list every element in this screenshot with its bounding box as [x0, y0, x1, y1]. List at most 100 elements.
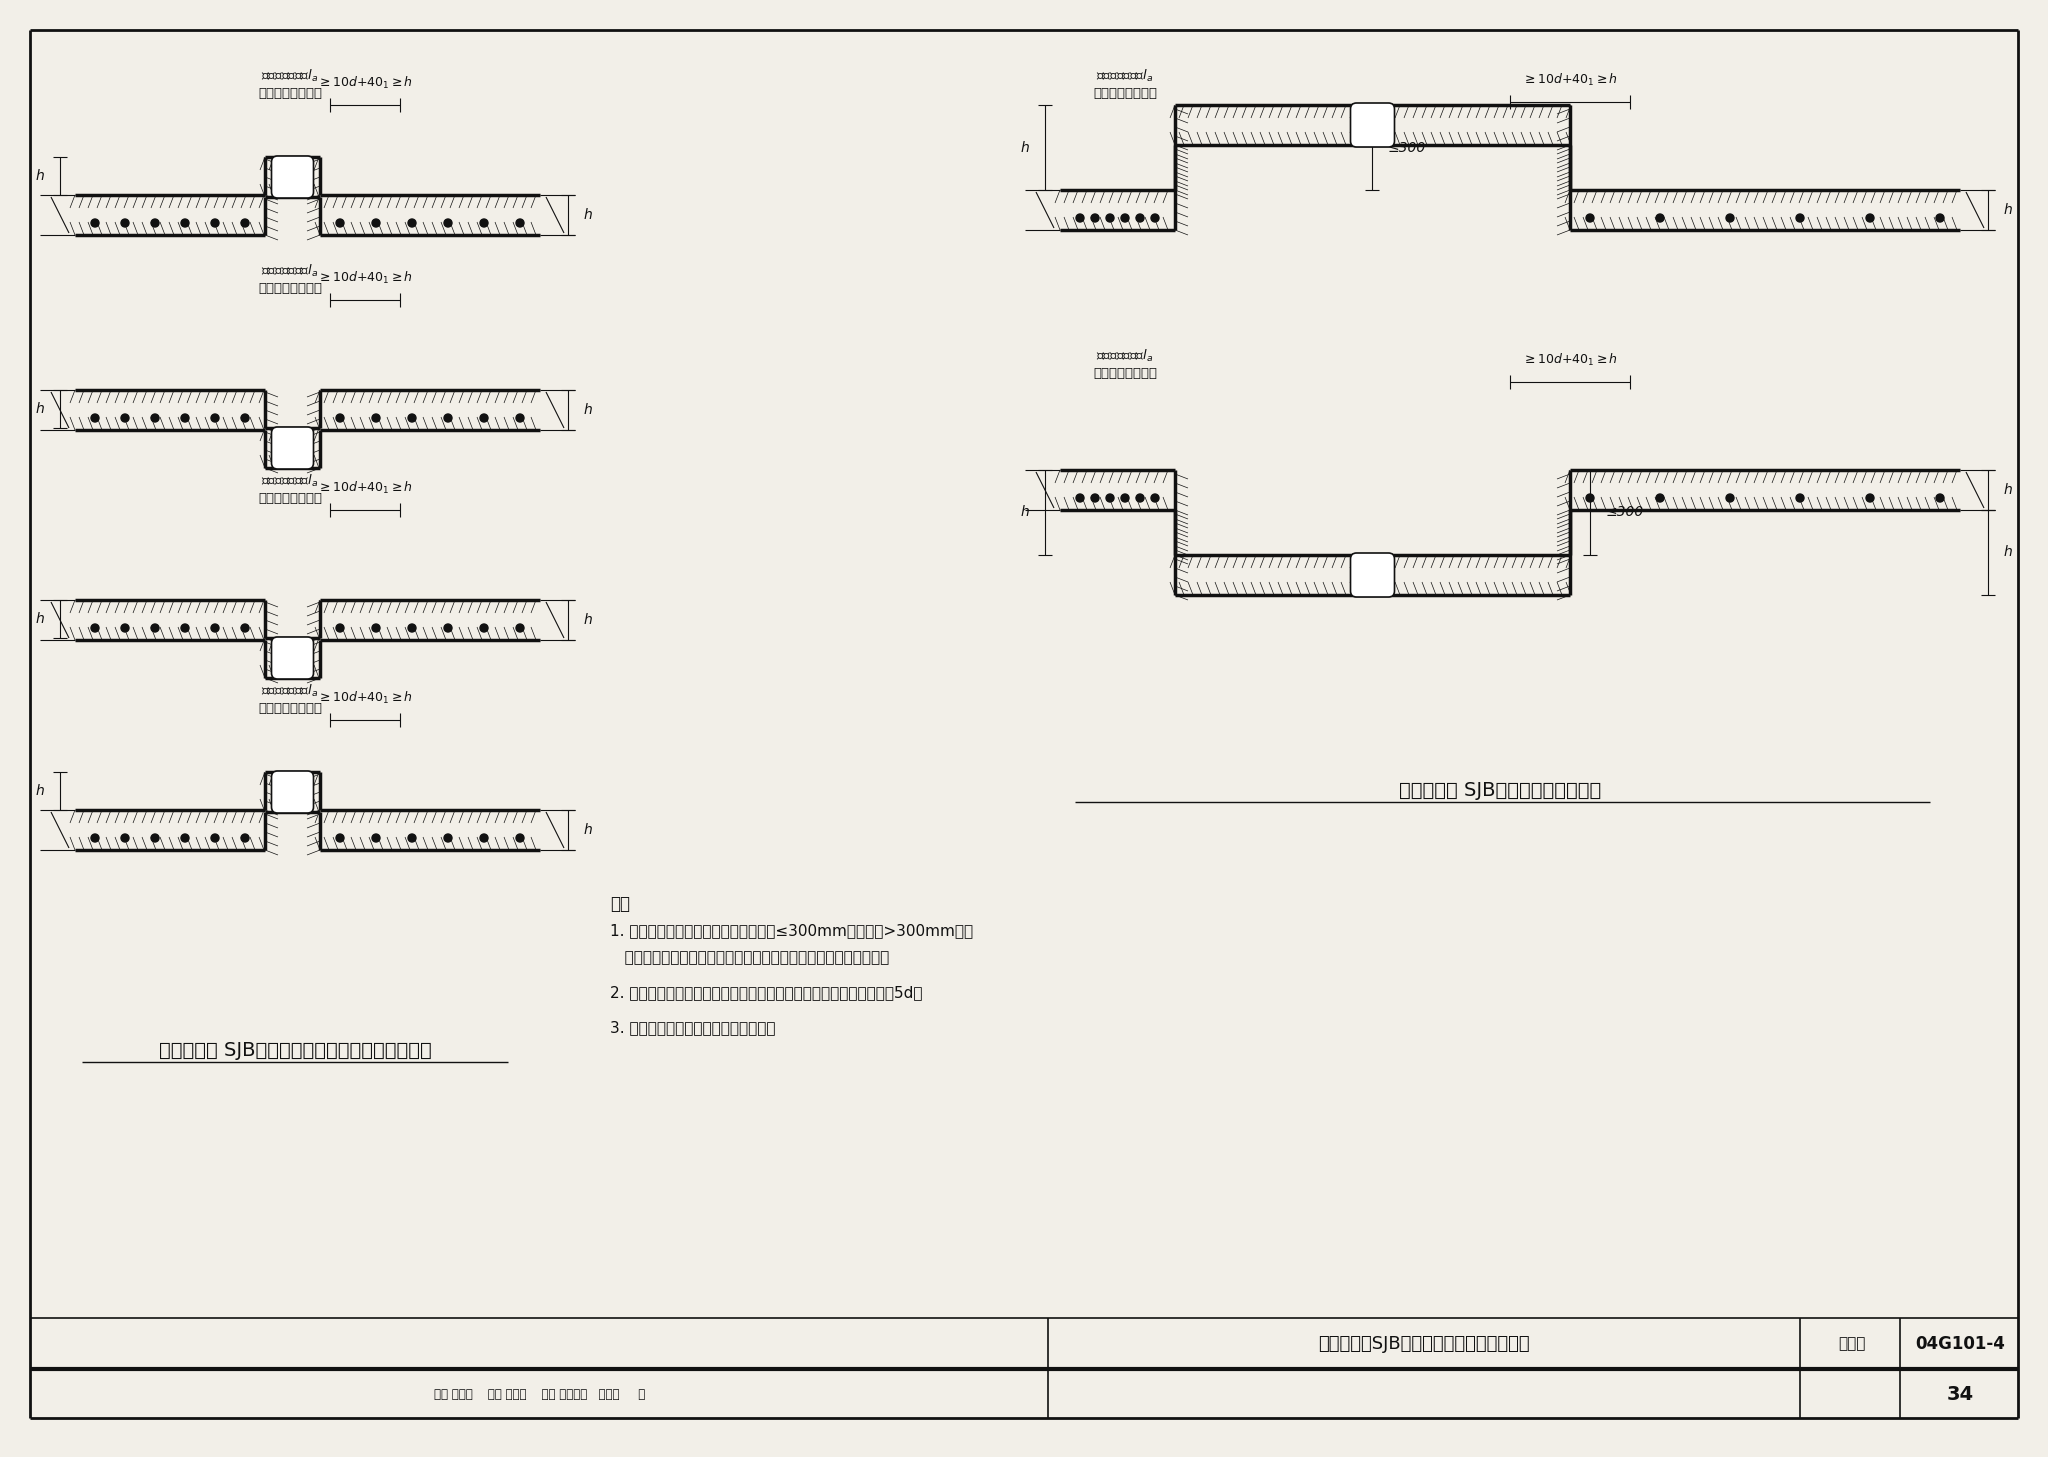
Circle shape: [121, 414, 129, 423]
Text: ≤300: ≤300: [1389, 140, 1425, 154]
Text: 34: 34: [1946, 1384, 1974, 1403]
Circle shape: [1796, 214, 1804, 221]
Circle shape: [336, 219, 344, 227]
Circle shape: [1092, 494, 1100, 503]
Text: h: h: [1020, 506, 1028, 520]
Circle shape: [373, 624, 381, 632]
Text: $\geq$10$d$+40$_1$$\geq h$: $\geq$10$d$+40$_1$$\geq h$: [1522, 71, 1618, 87]
Text: 局部升降板 SJB构造三（板中升降幅度小于板厚）: 局部升降板 SJB构造三（板中升降幅度小于板厚）: [158, 1040, 432, 1059]
Circle shape: [121, 833, 129, 842]
Text: 同板下部同向配筋: 同板下部同向配筋: [258, 702, 322, 715]
Circle shape: [242, 219, 250, 227]
Circle shape: [1151, 494, 1159, 503]
Text: h: h: [584, 404, 592, 417]
Text: h: h: [35, 612, 43, 627]
Circle shape: [90, 414, 98, 423]
Circle shape: [1120, 494, 1128, 503]
Circle shape: [1935, 494, 1944, 503]
Text: 同板下部同向配筋: 同板下部同向配筋: [1094, 87, 1157, 101]
Circle shape: [479, 219, 487, 227]
Text: 设计应补充截面配筋图（或采用标准构造详图变更表）进行变更。: 设计应补充截面配筋图（或采用标准构造详图变更表）进行变更。: [610, 950, 889, 965]
Text: $\geq$10$d$+40$_1$$\geq h$: $\geq$10$d$+40$_1$$\geq h$: [1522, 353, 1618, 369]
Circle shape: [90, 624, 98, 632]
Circle shape: [1935, 214, 1944, 221]
Text: 两端锚固长度为$l_a$: 两端锚固长度为$l_a$: [262, 474, 319, 490]
Circle shape: [408, 624, 416, 632]
FancyBboxPatch shape: [272, 771, 313, 813]
Text: 图集号: 图集号: [1839, 1336, 1866, 1352]
Circle shape: [1120, 214, 1128, 221]
Text: 两端锚固长度为$l_a$: 两端锚固长度为$l_a$: [262, 262, 319, 278]
Circle shape: [211, 414, 219, 423]
Text: 同板下部同向配筋: 同板下部同向配筋: [258, 283, 322, 294]
Text: 局部升降板SJB构造三（仅配置下部钢筋）: 局部升降板SJB构造三（仅配置下部钢筋）: [1319, 1335, 1530, 1354]
Circle shape: [180, 833, 188, 842]
Circle shape: [516, 219, 524, 227]
FancyBboxPatch shape: [1350, 103, 1395, 147]
Circle shape: [90, 833, 98, 842]
Circle shape: [152, 624, 160, 632]
Circle shape: [336, 833, 344, 842]
Text: $\geq$10$d$+40$_1$$\geq h$: $\geq$10$d$+40$_1$$\geq h$: [317, 691, 414, 707]
Circle shape: [242, 624, 250, 632]
Circle shape: [121, 624, 129, 632]
Circle shape: [1106, 494, 1114, 503]
Text: h: h: [584, 208, 592, 221]
Circle shape: [1151, 214, 1159, 221]
Text: 同板下部同向配筋: 同板下部同向配筋: [1094, 367, 1157, 380]
Circle shape: [444, 219, 453, 227]
Circle shape: [152, 833, 160, 842]
Circle shape: [408, 833, 416, 842]
Circle shape: [1075, 494, 1083, 503]
Circle shape: [516, 624, 524, 632]
Text: h: h: [1020, 140, 1028, 154]
Circle shape: [1075, 214, 1083, 221]
Circle shape: [336, 624, 344, 632]
Text: ≤300: ≤300: [1606, 506, 1645, 520]
Circle shape: [1726, 214, 1735, 221]
Text: 两端锚固长度为$l_a$: 两端锚固长度为$l_a$: [1096, 348, 1153, 364]
Circle shape: [211, 833, 219, 842]
Text: 注：: 注：: [610, 895, 631, 914]
Circle shape: [180, 414, 188, 423]
Text: h: h: [584, 613, 592, 627]
Circle shape: [1106, 214, 1114, 221]
Text: h: h: [35, 169, 43, 184]
Circle shape: [1657, 214, 1663, 221]
Text: h: h: [35, 402, 43, 417]
Text: h: h: [2005, 203, 2013, 217]
Circle shape: [408, 219, 416, 227]
Text: $\geq$10$d$+40$_1$$\geq h$: $\geq$10$d$+40$_1$$\geq h$: [317, 479, 414, 495]
Circle shape: [180, 624, 188, 632]
Text: 局部升降板 SJB构造三（板中升降）: 局部升降板 SJB构造三（板中升降）: [1399, 781, 1602, 800]
Text: 两端锚固长度为$l_a$: 两端锚固长度为$l_a$: [262, 683, 319, 699]
Text: $\geq$10$d$+40$_1$$\geq h$: $\geq$10$d$+40$_1$$\geq h$: [317, 270, 414, 286]
FancyBboxPatch shape: [272, 427, 313, 469]
FancyBboxPatch shape: [272, 637, 313, 679]
Text: 3. 本图构造同样适用于狭长沟状降板。: 3. 本图构造同样适用于狭长沟状降板。: [610, 1020, 776, 1034]
Text: h: h: [2005, 484, 2013, 497]
Circle shape: [1866, 214, 1874, 221]
Text: 1. 局部升降板升高与降低的高度限定为≤300mm，当高度>300mm时，: 1. 局部升降板升高与降低的高度限定为≤300mm，当高度>300mm时，: [610, 922, 973, 938]
Text: h: h: [2005, 545, 2013, 559]
Circle shape: [479, 624, 487, 632]
Text: 2. 本图构造适用于仅配置下部钢筋的局部升降板，钢筋弯折半径均为5d。: 2. 本图构造适用于仅配置下部钢筋的局部升降板，钢筋弯折半径均为5d。: [610, 985, 922, 1000]
Circle shape: [1585, 494, 1593, 503]
Circle shape: [479, 833, 487, 842]
Circle shape: [516, 833, 524, 842]
Circle shape: [90, 219, 98, 227]
Circle shape: [408, 414, 416, 423]
Text: 两端锚固长度为$l_a$: 两端锚固长度为$l_a$: [262, 68, 319, 85]
Circle shape: [1657, 494, 1663, 503]
Circle shape: [444, 833, 453, 842]
Circle shape: [242, 833, 250, 842]
Circle shape: [373, 219, 381, 227]
Circle shape: [1796, 494, 1804, 503]
Text: h: h: [584, 823, 592, 836]
Text: 审核 陈幼瑜    校对 刘其祥    制图 其祥设计   陈青来     页: 审核 陈幼瑜 校对 刘其祥 制图 其祥设计 陈青来 页: [434, 1387, 645, 1400]
Circle shape: [1585, 214, 1593, 221]
Circle shape: [479, 414, 487, 423]
Circle shape: [444, 414, 453, 423]
Circle shape: [373, 833, 381, 842]
Circle shape: [180, 219, 188, 227]
